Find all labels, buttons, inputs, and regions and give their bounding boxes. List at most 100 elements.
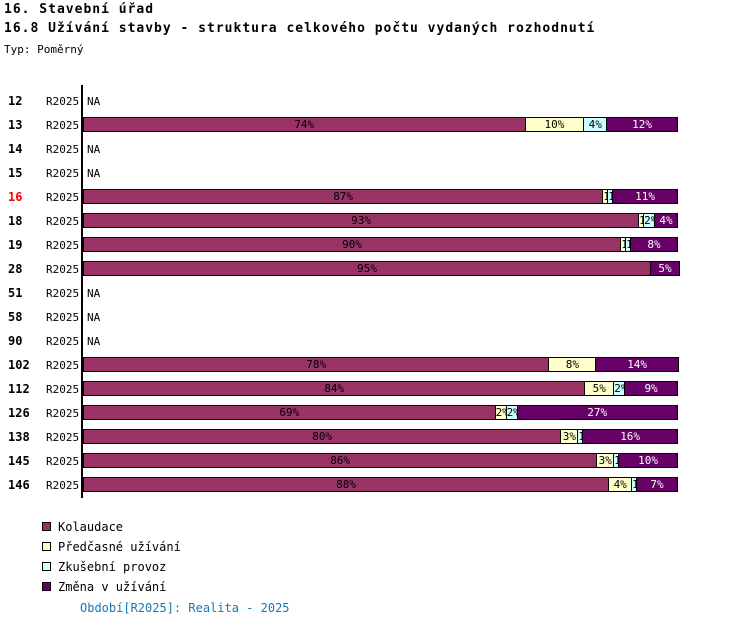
row-period-label: R2025 — [46, 455, 80, 468]
stacked-bar: 86%3%110% — [83, 453, 678, 468]
chart-row: 14 R2025 NA — [0, 138, 750, 162]
row-id-label: 15 — [8, 166, 23, 180]
row-period-label: R2025 — [46, 431, 80, 444]
bar-segment-predcasne-uzivani: 5% — [584, 381, 615, 396]
bar-segment-predcasne-uzivani: 10% — [524, 117, 585, 132]
legend-item-predcasne-uzivani: Předčasné užívání — [0, 540, 400, 560]
row-id-label: 18 — [8, 214, 23, 228]
chart-row: 58 R2025 NA — [0, 306, 750, 330]
bar-segment-kolaudace: 93% — [83, 213, 640, 228]
row-period-label: R2025 — [46, 191, 80, 204]
row-id-label: 16 — [8, 190, 23, 204]
row-id-label: 90 — [8, 334, 23, 348]
row-id-label: 138 — [8, 430, 30, 444]
chart-row: 13 R2025 74% 10% 4% 12% — [0, 114, 750, 138]
chart-row: 12 R2025 NA — [0, 90, 750, 114]
bar-segment-zmena-v-uzivani: 8% — [630, 237, 678, 252]
report-title: 16. Stavební úřad — [4, 2, 155, 17]
row-period-label: R2025 — [46, 239, 80, 252]
stacked-bar: 88%4%17% — [83, 477, 678, 492]
bar-segment-kolaudace: 84% — [83, 381, 586, 396]
na-label: NA — [87, 311, 101, 324]
bar-segment-zmena-v-uzivani: 16% — [582, 429, 678, 444]
period-caption: Období[R2025]: Realita - 2025 — [80, 601, 290, 615]
na-label: NA — [87, 167, 101, 180]
row-id-label: 12 — [8, 94, 23, 108]
legend-swatch-zmena-v-uzivani — [42, 582, 51, 591]
y-axis-line — [81, 85, 83, 498]
legend-label: Změna v užívání — [58, 580, 167, 594]
na-label: NA — [87, 287, 101, 300]
na-label: NA — [87, 143, 101, 156]
legend-item-zmena-v-uzivani: Změna v užívání — [0, 580, 400, 600]
bar-segment-zkusebni-provoz: 4% — [583, 117, 608, 132]
bar-segment-zmena-v-uzivani: 10% — [618, 453, 678, 468]
bar-segment-predcasne-uzivani: 3% — [560, 429, 579, 444]
legend-swatch-zkusebni-provoz — [42, 562, 51, 571]
bar-segment-predcasne-uzivani: 4% — [608, 477, 633, 492]
row-period-label: R2025 — [46, 167, 80, 180]
bar-segment-kolaudace: 95% — [83, 261, 652, 276]
row-id-label: 14 — [8, 142, 23, 156]
chart-row: 51 R2025 NA — [0, 282, 750, 306]
bar-segment-kolaudace: 78% — [83, 357, 550, 372]
legend-swatch-predcasne-uzivani — [42, 542, 51, 551]
row-period-label: R2025 — [46, 95, 80, 108]
bar-segment-kolaudace: 74% — [83, 117, 526, 132]
bar-segment-zmena-v-uzivani: 5% — [650, 261, 680, 276]
chart-type-label: Typ: Poměrný — [4, 43, 84, 56]
bar-segment-zmena-v-uzivani: 11% — [612, 189, 678, 204]
stacked-bar: 74% 10% 4% 12% — [83, 117, 678, 132]
chart-row: 28 R2025 95% 5% — [0, 258, 750, 282]
row-period-label: R2025 — [46, 143, 80, 156]
row-period-label: R2025 — [46, 335, 80, 348]
row-id-label: 126 — [8, 406, 30, 420]
bar-segment-kolaudace: 90% — [83, 237, 622, 252]
row-id-label: 112 — [8, 382, 30, 396]
bar-segment-predcasne-uzivani: 8% — [548, 357, 597, 372]
bar-segment-zmena-v-uzivani: 7% — [636, 477, 678, 492]
na-label: NA — [87, 335, 101, 348]
bar-segment-zmena-v-uzivani: 27% — [516, 405, 678, 420]
row-period-label: R2025 — [46, 311, 80, 324]
bar-segment-kolaudace: 69% — [83, 405, 496, 420]
stacked-bar: 87%1111% — [83, 189, 678, 204]
row-id-label: 13 — [8, 118, 23, 132]
bar-segment-zmena-v-uzivani: 12% — [606, 117, 678, 132]
stacked-bar: 80%3%116% — [83, 429, 678, 444]
bar-segment-zmena-v-uzivani: 14% — [595, 357, 679, 372]
bar-segment-kolaudace: 87% — [83, 189, 604, 204]
stacked-bar: 78% 8% 14% — [83, 357, 679, 372]
row-id-label: 102 — [8, 358, 30, 372]
row-id-label: 145 — [8, 454, 30, 468]
bar-segment-zmena-v-uzivani: 4% — [654, 213, 678, 228]
row-id-label: 19 — [8, 238, 23, 252]
row-period-label: R2025 — [46, 287, 80, 300]
na-label: NA — [87, 95, 101, 108]
row-id-label: 146 — [8, 478, 30, 492]
legend-swatch-kolaudace — [42, 522, 51, 531]
stacked-bar: 90%118% — [83, 237, 678, 252]
stacked-bar: 69%2%2%27% — [83, 405, 678, 420]
row-id-label: 51 — [8, 286, 23, 300]
stacked-bar: 84%5%2%9% — [83, 381, 678, 396]
row-period-label: R2025 — [46, 263, 80, 276]
chart-row: 90 R2025 NA — [0, 330, 750, 354]
row-id-label: 58 — [8, 310, 23, 324]
row-period-label: R2025 — [46, 359, 80, 372]
legend-item-zkusebni-provoz: Zkušební provoz — [0, 560, 400, 580]
chart-title: 16.8 Užívání stavby - struktura celkovéh… — [4, 21, 596, 36]
stacked-bar: 93%12%4% — [83, 213, 678, 228]
row-period-label: R2025 — [46, 215, 80, 228]
legend-label: Zkušební provoz — [58, 560, 167, 574]
legend-label: Kolaudace — [58, 520, 124, 534]
row-period-label: R2025 — [46, 383, 80, 396]
